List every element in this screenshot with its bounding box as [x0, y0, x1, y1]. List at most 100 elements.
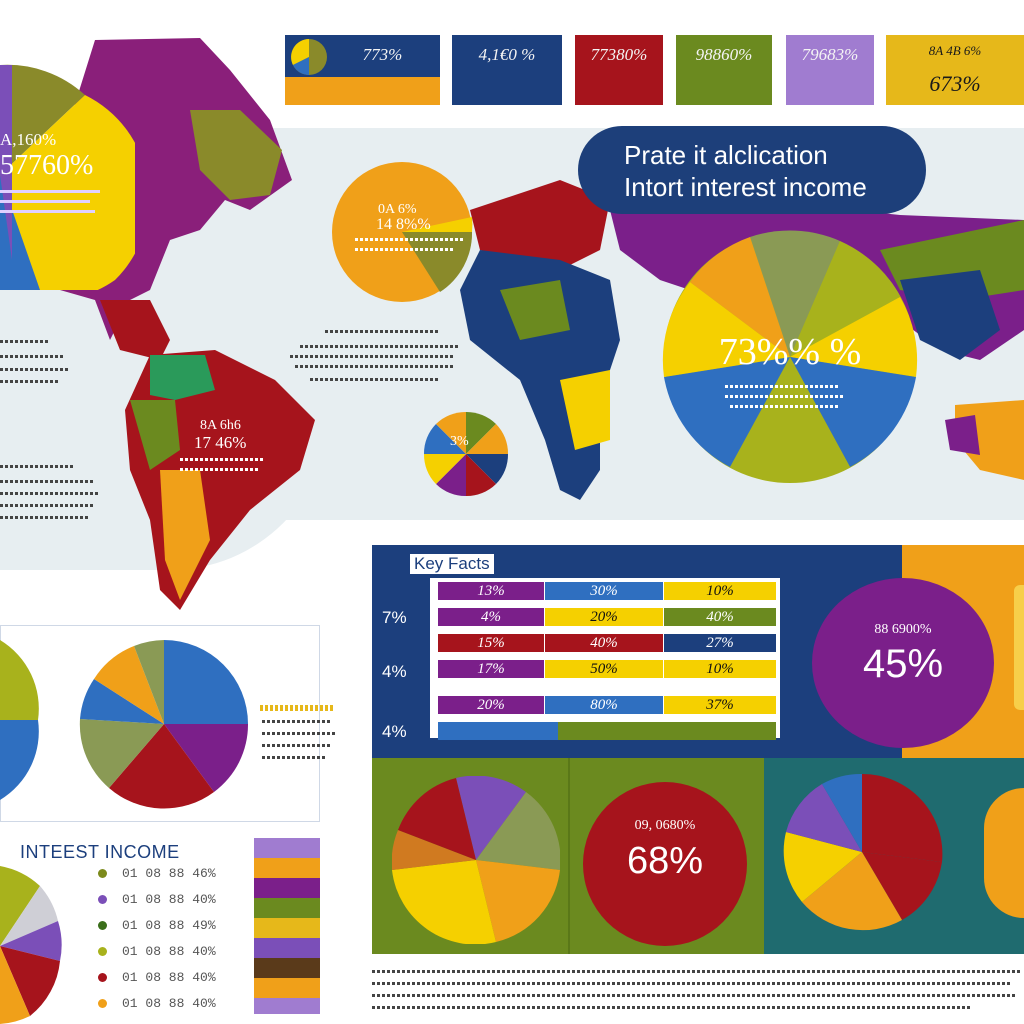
mexico-shape — [100, 300, 170, 360]
fact-r3-c2: 40% — [545, 634, 663, 652]
purple-circle-main: 45% — [862, 642, 944, 686]
fact-r1-c2: 30% — [545, 582, 663, 600]
big-pie-fine-text-1 — [725, 385, 840, 388]
stat-card-5: 79683% — [786, 35, 874, 105]
purple-circle-small: 88 6900% — [874, 622, 932, 637]
green-panel-pie — [392, 776, 560, 944]
map-fine-print-left-6 — [0, 480, 95, 483]
sa-fine-text — [180, 458, 265, 461]
na-pie-main-label: 57760% — [0, 150, 94, 181]
orange-circle-top: 0A 6% — [378, 202, 417, 217]
fact-r4-c3: 10% — [664, 660, 776, 678]
map-fine-print-left-4 — [0, 380, 60, 383]
legend-row-3: 01 08 88 49% — [98, 918, 216, 933]
fact-r1-c1: 13% — [438, 582, 544, 600]
red-circle-main: 68% — [626, 840, 704, 882]
partial-pie-left — [0, 640, 39, 800]
stat-card-3-value: 77380% — [590, 45, 648, 64]
fact-r2-c2: 20% — [545, 608, 663, 626]
stat-card-6-value: 673% — [929, 71, 981, 96]
stat-card-5-value: 79683% — [801, 45, 859, 64]
europe-shape — [470, 180, 610, 270]
small-pie-label: 3% — [450, 434, 469, 449]
map-fine-print-left-7 — [0, 492, 100, 495]
fact-r2-c3: 40% — [664, 608, 776, 626]
interest-income-title: INTEEST INCOME — [20, 842, 180, 862]
stat-card-2: 4,1€0 % — [452, 35, 562, 105]
multicolor-pie-chart — [79, 640, 249, 809]
sa-label-top: 8A 6h6 — [200, 418, 241, 433]
fact-r6-bar-blue — [438, 722, 558, 740]
legend-text-2: 01 08 88 40% — [122, 892, 216, 907]
stat-card-1-value: 773% — [362, 45, 403, 64]
footer-fine-print-4 — [372, 1006, 972, 1009]
stat-card-6-top: 8A 4B 6% — [928, 43, 982, 58]
canada-region-shape — [190, 110, 282, 200]
legend-row-6: 01 08 88 40% — [98, 996, 216, 1011]
interest-income-pie — [0, 866, 62, 1024]
pie-card-caption-2 — [262, 720, 332, 723]
stat-card-1-accent — [285, 77, 440, 105]
fact-r5-c3: 37% — [664, 696, 776, 714]
map-fine-print-left-9 — [0, 516, 90, 519]
big-center-pie — [662, 230, 918, 483]
stat-card-6: 8A 4B 6% 673% — [886, 35, 1024, 105]
legend-dot-4 — [98, 947, 107, 956]
big-pie-main-label: 73%% % — [718, 331, 862, 373]
teal-panel-partial-circle — [984, 788, 1024, 918]
map-fine-print-2 — [300, 345, 460, 348]
map-fine-print-4 — [295, 365, 455, 368]
red-stat-circle — [583, 782, 747, 946]
key-facts-table-bg — [430, 578, 780, 738]
legend-text-5: 01 08 88 40% — [122, 970, 216, 985]
chile-argentina-shape — [160, 470, 210, 600]
stat-card-1: 773% — [285, 35, 440, 105]
colombia-shape — [150, 355, 215, 400]
small-multicolor-pie — [423, 411, 509, 497]
purple-stat-circle — [812, 578, 994, 748]
orange-panel-edge — [1014, 585, 1024, 710]
legend-row-5: 01 08 88 40% — [98, 970, 216, 985]
legend-dot-6 — [98, 999, 107, 1008]
footer-fine-print-2 — [372, 982, 1012, 985]
pie-card-caption-3 — [262, 732, 337, 735]
na-pie-top-label: A,160% — [0, 130, 57, 149]
map-fine-print-5 — [310, 378, 440, 381]
map-fine-print-left-1 — [0, 340, 50, 343]
stat-card-4-value: 98860% — [695, 45, 753, 64]
stat-card-2-value: 4,1€0 % — [478, 45, 536, 64]
orange-circle-fine-text — [355, 238, 465, 241]
fact-r3-c1: 15% — [438, 634, 544, 652]
legend-row-2: 01 08 88 40% — [98, 892, 216, 907]
legend-row-4: 01 08 88 40% — [98, 944, 216, 959]
footer-fine-print-3 — [372, 994, 1017, 997]
north-africa-region-shape — [500, 280, 570, 340]
orange-circle-main: 14 8%% — [376, 216, 431, 233]
fact-r3-c3: 27% — [664, 634, 776, 652]
na-pie-chart — [0, 64, 135, 290]
big-pie-fine-text-3 — [730, 405, 840, 408]
map-fine-print-3 — [290, 355, 455, 358]
legend-row-1: 01 08 88 46% — [98, 866, 216, 881]
map-fine-print-left-2 — [0, 355, 65, 358]
legend-dot-2 — [98, 895, 107, 904]
map-fine-print-1 — [325, 330, 440, 333]
pie-card-caption-5 — [262, 756, 327, 759]
title-line-1: Prate it alclication — [624, 140, 828, 170]
red-circle-small: 09, 0680% — [634, 818, 696, 833]
world-map-graphic — [40, 38, 1024, 610]
stat-card-4: 98860% — [676, 35, 772, 105]
fact-r4-c2: 50% — [545, 660, 663, 678]
east-africa-region-shape — [560, 370, 610, 450]
fact-r4-c1: 17% — [438, 660, 544, 678]
peru-shape — [130, 400, 180, 470]
footer-fine-print-1 — [372, 970, 1022, 973]
orange-pie-chart — [332, 162, 473, 302]
fact-r2-c1: 4% — [438, 608, 544, 626]
orange-circle-fine-text-2 — [355, 248, 455, 251]
color-strip — [254, 838, 320, 1014]
pie-card-caption-1 — [260, 705, 335, 711]
map-fine-print-left-5 — [0, 465, 75, 468]
fact-r5-c2: 80% — [545, 696, 663, 714]
green-panel-divider — [568, 758, 570, 954]
